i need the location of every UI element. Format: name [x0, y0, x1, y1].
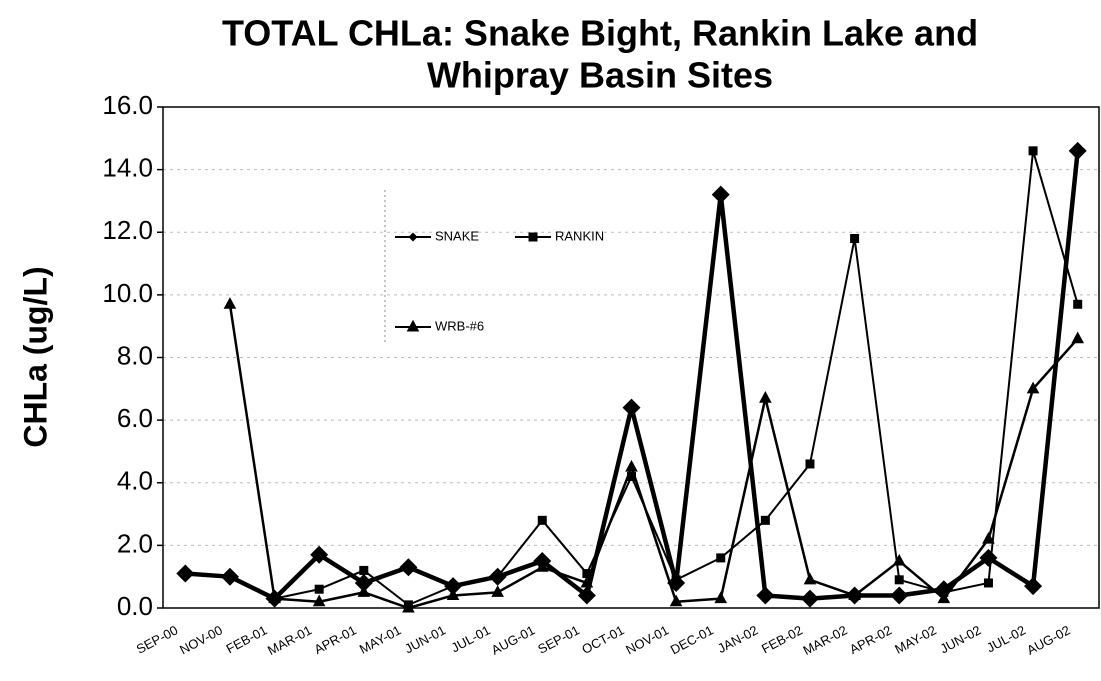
- marker: [535, 560, 549, 572]
- chart-title: Whipray Basin Sites: [427, 55, 773, 96]
- marker: [760, 515, 770, 525]
- marker: [180, 569, 190, 579]
- x-tick-label: SEP-00: [134, 622, 181, 656]
- marker: [890, 586, 909, 605]
- marker: [223, 297, 237, 309]
- marker: [399, 558, 418, 577]
- legend-label: SNAKE: [435, 228, 479, 243]
- legend-label: WRB-#6: [435, 318, 484, 333]
- y-tick-label: 8.0: [117, 340, 153, 370]
- marker: [669, 594, 683, 607]
- marker: [759, 391, 772, 403]
- series-line: [185, 150, 1080, 601]
- marker: [983, 578, 993, 588]
- y-tick-label: 2.0: [117, 528, 153, 558]
- x-tick-label: JUN-01: [402, 622, 448, 656]
- marker: [850, 234, 860, 244]
- x-tick-label: OCT-01: [579, 622, 626, 657]
- x-tick-label: JUL-02: [984, 622, 1028, 655]
- marker: [627, 471, 636, 481]
- marker: [711, 185, 730, 204]
- series-line: [185, 149, 1079, 606]
- marker: [354, 573, 373, 592]
- x-tick-label: FEB-01: [224, 622, 270, 656]
- legend-label: RANKIN: [555, 228, 604, 243]
- legend-marker: [408, 232, 418, 242]
- series-line: [228, 304, 1079, 610]
- marker: [402, 600, 415, 613]
- marker: [1026, 381, 1040, 394]
- marker: [1068, 141, 1087, 160]
- x-tick-label: APR-01: [312, 622, 359, 657]
- x-tick-label: JUN-02: [938, 622, 984, 656]
- marker: [982, 531, 995, 544]
- x-tick-label: NOV-00: [177, 622, 225, 657]
- marker: [979, 548, 998, 567]
- marker: [714, 591, 728, 604]
- x-tick-label: SEP-01: [535, 622, 582, 656]
- x-tick-label: AUG-02: [1024, 622, 1073, 657]
- marker: [582, 569, 592, 579]
- marker: [937, 591, 951, 604]
- legend-marker: [528, 232, 538, 242]
- chart-title: TOTAL CHLa: Snake Bight, Rankin Lake and: [222, 13, 978, 54]
- y-tick-label: 12.0: [102, 215, 153, 245]
- x-tick-label: MAR-01: [265, 622, 314, 658]
- x-tick-label: JAN-02: [715, 622, 760, 656]
- marker: [580, 575, 594, 588]
- x-tick-label: DEC-01: [668, 622, 716, 657]
- marker: [359, 565, 369, 575]
- marker: [894, 575, 904, 585]
- marker: [800, 589, 819, 608]
- marker: [1024, 577, 1043, 596]
- x-tick-label: MAR-02: [800, 622, 849, 658]
- marker: [357, 585, 371, 597]
- y-tick-label: 16.0: [102, 90, 153, 120]
- marker: [625, 459, 638, 472]
- marker: [448, 581, 458, 591]
- marker: [491, 585, 504, 597]
- marker: [268, 591, 281, 604]
- x-tick-label: JUL-01: [449, 622, 493, 655]
- x-tick-label: FEB-02: [759, 622, 805, 656]
- marker: [310, 545, 329, 564]
- x-tick-label: NOV-01: [623, 622, 671, 657]
- marker: [716, 553, 726, 563]
- marker: [577, 586, 596, 605]
- marker: [671, 575, 681, 585]
- marker: [537, 515, 547, 525]
- y-axis-label: CHLa (ug/L): [17, 266, 53, 447]
- x-tick-label: MAY-02: [892, 622, 939, 656]
- x-tick-label: APR-02: [847, 622, 894, 657]
- marker: [1028, 146, 1038, 156]
- marker: [622, 398, 641, 417]
- y-tick-label: 6.0: [117, 403, 153, 433]
- legend-marker: [406, 319, 420, 332]
- marker: [1073, 299, 1083, 309]
- marker: [314, 584, 324, 594]
- marker: [493, 572, 503, 582]
- marker: [446, 588, 460, 600]
- marker: [805, 459, 815, 469]
- marker: [892, 553, 906, 566]
- y-tick-label: 4.0: [117, 466, 153, 496]
- plot-frame: [162, 106, 1100, 609]
- x-tick-label: AUG-01: [489, 622, 538, 657]
- x-tick-label: MAY-01: [357, 622, 404, 656]
- marker: [803, 572, 817, 585]
- y-tick-label: 0.0: [117, 591, 153, 621]
- y-tick-label: 14.0: [102, 153, 153, 183]
- marker: [848, 588, 861, 600]
- marker: [312, 594, 326, 607]
- marker: [1071, 331, 1084, 344]
- y-tick-label: 10.0: [102, 278, 153, 308]
- marker: [225, 572, 235, 582]
- marker: [756, 586, 775, 605]
